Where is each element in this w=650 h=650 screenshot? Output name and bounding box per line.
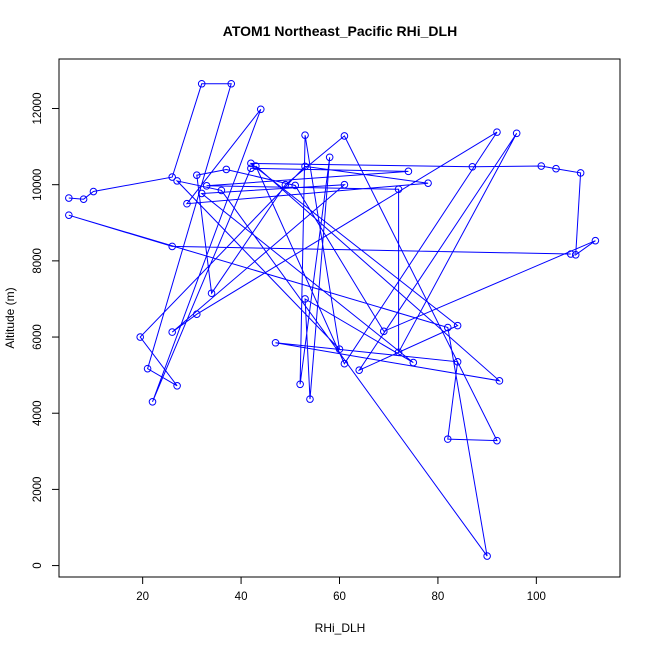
x-tick-label: 20 [136, 591, 149, 603]
data-point [537, 162, 546, 170]
data-point [79, 195, 88, 203]
y-tick-label: 10000 [32, 169, 44, 201]
data-point [252, 162, 260, 170]
data-point [301, 162, 309, 171]
data-point [483, 552, 491, 560]
data-point [143, 364, 152, 373]
data-point [443, 323, 452, 332]
data-point [291, 181, 300, 190]
data-point [256, 105, 265, 114]
data-point [394, 185, 403, 194]
data-point [576, 169, 585, 177]
data-point [197, 79, 206, 88]
data-point [197, 189, 206, 198]
x-tick-label: 100 [527, 591, 546, 603]
data-point [404, 167, 413, 176]
data-point [340, 359, 349, 368]
series-line [68, 83, 596, 557]
x-tick-label: 80 [432, 591, 445, 603]
data-point [148, 397, 157, 406]
data-point [202, 182, 211, 190]
series-group [68, 83, 596, 557]
data-point [335, 345, 344, 354]
data-point [409, 358, 418, 367]
data-point [271, 338, 280, 347]
data-point [468, 162, 477, 171]
data-point [340, 180, 349, 189]
y-tick-label: 0 [32, 562, 44, 568]
data-point [301, 131, 309, 139]
y-tick-label: 4000 [32, 400, 44, 426]
data-point [136, 333, 144, 341]
data-point [65, 194, 73, 202]
data-point [281, 180, 290, 189]
data-point [453, 358, 462, 366]
data-point [325, 153, 334, 162]
y-tick-label: 6000 [32, 324, 44, 350]
data-point [227, 79, 236, 88]
chart-title: ATOM1 Northeast_Pacific RHi_DLH [223, 23, 457, 39]
data-point [571, 250, 580, 259]
data-point [192, 310, 201, 318]
data-point [247, 164, 255, 173]
data-point [493, 436, 501, 445]
x-axis-label: RHi_DLH [315, 621, 366, 635]
x-axis: 20 40 60 80 100 [136, 576, 546, 603]
data-point [207, 289, 216, 298]
data-point [168, 242, 176, 251]
x-tick-label: 60 [333, 591, 346, 603]
x-tick-label: 40 [235, 591, 248, 603]
data-point [192, 171, 201, 179]
y-tick-label: 12000 [32, 93, 44, 125]
data-point [301, 295, 309, 303]
data-point [566, 250, 575, 258]
y-tick-label: 2000 [32, 477, 44, 503]
data-point [495, 377, 504, 385]
data-point [552, 164, 560, 173]
data-point [168, 173, 176, 181]
data-point [394, 348, 403, 357]
data-point [296, 380, 304, 389]
y-axis: 0 2000 4000 6000 8000 10000 12000 [32, 93, 60, 569]
points-group [65, 79, 600, 560]
data-point [183, 199, 191, 208]
data-point [222, 165, 231, 174]
data-point [173, 177, 181, 185]
data-point [355, 366, 363, 374]
data-point [379, 327, 388, 336]
data-point [493, 128, 501, 136]
data-point [65, 211, 73, 219]
data-point [443, 435, 452, 443]
y-axis-label: Altitude (m) [3, 287, 17, 348]
y-tick-label: 8000 [32, 248, 44, 274]
data-point [512, 129, 521, 138]
data-point [591, 236, 600, 245]
data-point [453, 321, 462, 330]
data-point [217, 186, 226, 195]
data-point [424, 179, 432, 187]
data-point [89, 187, 98, 196]
data-point [168, 328, 176, 336]
data-point [340, 132, 349, 140]
data-point [306, 395, 314, 403]
data-point [173, 381, 181, 390]
